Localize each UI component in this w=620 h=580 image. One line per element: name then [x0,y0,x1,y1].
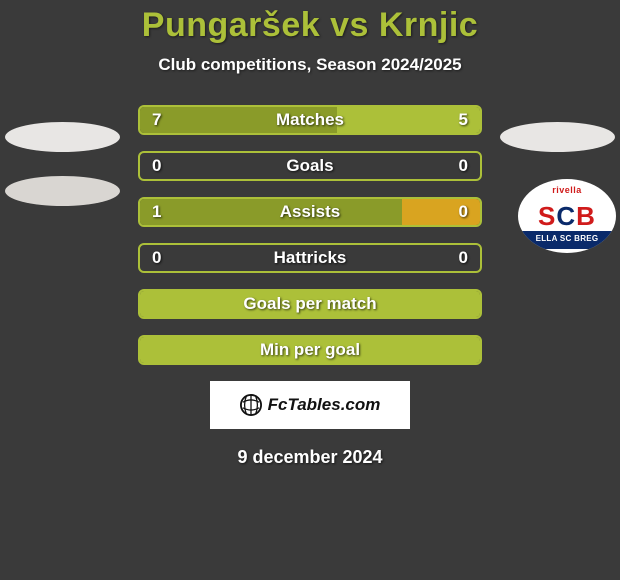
stat-label: Hattricks [274,248,347,268]
stat-value-left: 0 [152,248,161,268]
player-left-badge-1 [5,122,120,152]
stat-value-right: 0 [459,248,468,268]
stat-label: Goals [286,156,333,176]
stat-row-goals: 0 Goals 0 [138,151,482,181]
stat-row-goals-per-match: Goals per match [138,289,482,319]
stat-label: Goals per match [243,294,376,314]
stats-container: 7 Matches 5 0 Goals 0 1 Assists 0 0 Hatt… [138,105,482,365]
club-badge: rivella SCB ELLA SC BREG [518,179,616,253]
club-badge-b: B [576,201,596,231]
stat-fill-left [140,199,402,225]
fctables-watermark: FcTables.com [210,381,410,429]
stat-value-right: 0 [459,202,468,222]
stat-label: Matches [276,110,344,130]
stat-fill-right [402,199,480,225]
stat-row-assists: 1 Assists 0 [138,197,482,227]
club-badge-bottom-text: ELLA SC BREG [518,231,616,249]
stat-row-min-per-goal: Min per goal [138,335,482,365]
stat-value-left: 0 [152,156,161,176]
fctables-icon [240,394,262,416]
player-left-badge-2 [5,176,120,206]
stat-label: Min per goal [260,340,360,360]
date-text: 9 december 2024 [0,447,620,468]
stat-value-right: 5 [459,110,468,130]
stat-value-left: 7 [152,110,161,130]
stat-label: Assists [280,202,340,222]
club-badge-main: SCB [538,201,596,232]
page-subtitle: Club competitions, Season 2024/2025 [0,55,620,75]
fctables-text: FcTables.com [268,395,381,415]
club-badge-c: C [556,201,576,231]
player-right-badge-1 [500,122,615,152]
stat-value-right: 0 [459,156,468,176]
page-title: Pungaršek vs Krnjic [0,0,620,45]
stat-row-hattricks: 0 Hattricks 0 [138,243,482,273]
stat-row-matches: 7 Matches 5 [138,105,482,135]
club-badge-top-text: rivella [552,185,582,195]
stat-value-left: 1 [152,202,161,222]
club-badge-s: S [538,201,556,231]
